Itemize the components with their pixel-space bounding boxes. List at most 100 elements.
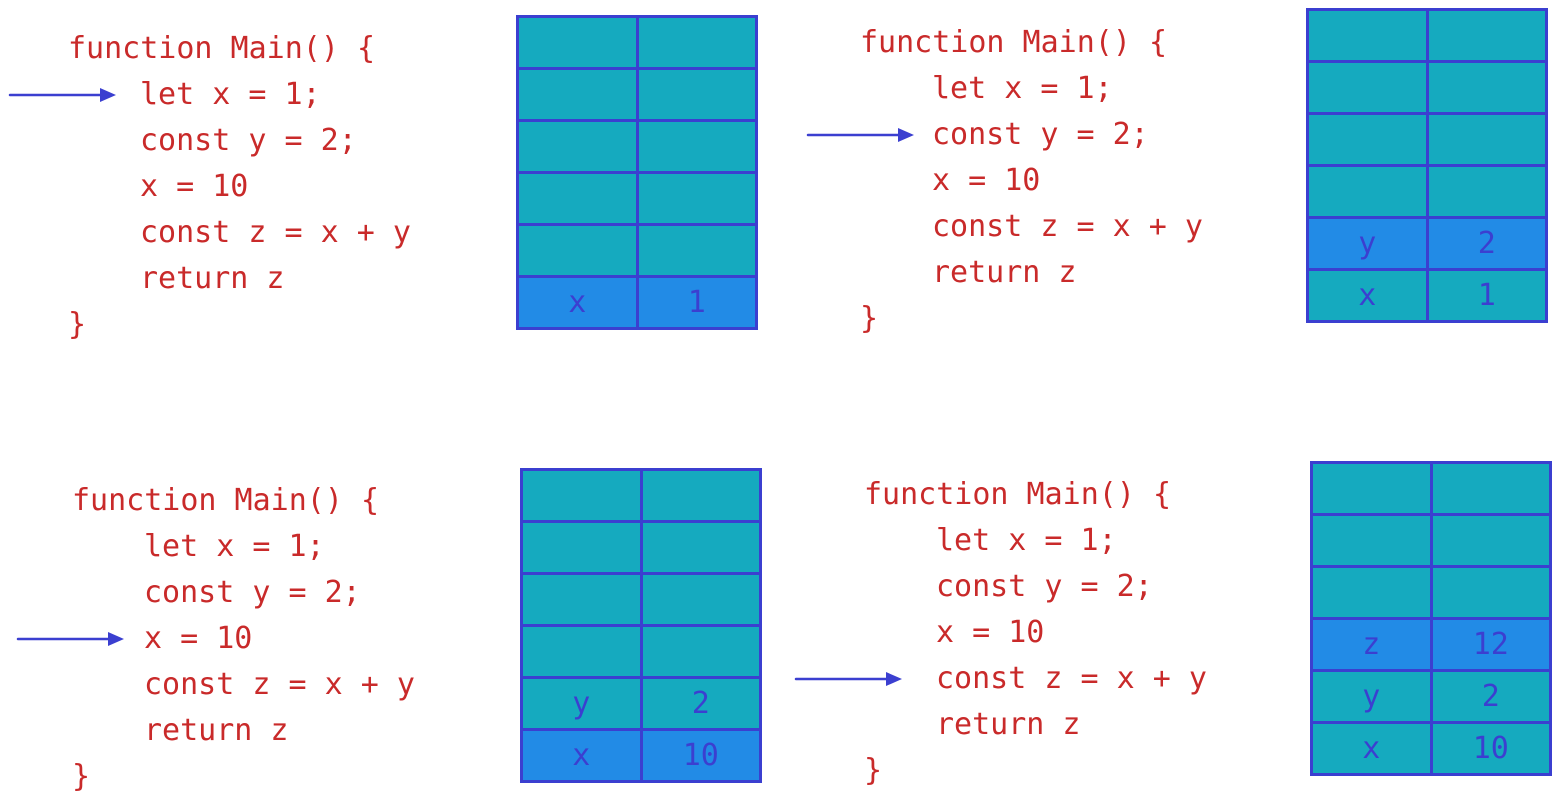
- code-line: function Main() {: [860, 25, 1168, 60]
- stack-row: [519, 67, 755, 119]
- stack-variable-name: [523, 471, 640, 520]
- code-line: return z: [936, 707, 1081, 742]
- execution-pointer-arrow-icon: [8, 85, 118, 105]
- stack-variable-value: [635, 70, 756, 119]
- stack-row: [1309, 11, 1545, 60]
- stack-variable-name: z: [1362, 627, 1381, 662]
- stack-row: [1309, 164, 1545, 216]
- stack-variable-value: [635, 122, 756, 171]
- code-line: let x = 1;: [936, 523, 1117, 558]
- stack-variable-name: [1313, 464, 1430, 513]
- code-line: }: [864, 753, 883, 788]
- memory-stack: y 2 x 10: [520, 468, 762, 783]
- code-line: return z: [144, 713, 289, 748]
- stack-variable-name: [519, 226, 636, 275]
- stack-variable-value: [635, 174, 756, 223]
- code-line: const y = 2;: [140, 123, 357, 158]
- stack-variable-name: y: [572, 686, 591, 721]
- code-line: }: [860, 301, 879, 336]
- stack-variable-name: [519, 174, 636, 223]
- stack-variable-value: [635, 18, 756, 67]
- stack-variable-name: [1309, 115, 1426, 164]
- stack-variable-value: 2: [639, 679, 760, 728]
- stack-variable-name: [1309, 11, 1426, 60]
- stack-row: [1313, 565, 1549, 617]
- stack-row: [523, 520, 759, 572]
- stack-variable-value: [639, 523, 760, 572]
- code-line: function Main() {: [68, 31, 376, 66]
- code-line: const z = x + y: [932, 209, 1203, 244]
- stack-variable-value: [639, 575, 760, 624]
- stack-row: [1309, 112, 1545, 164]
- stack-variable-value: [1425, 167, 1546, 216]
- stack-variable-name: [519, 122, 636, 171]
- stack-row: [1313, 464, 1549, 513]
- memory-stack: z 12 y 2 x 10: [1310, 461, 1552, 776]
- stack-row: [523, 471, 759, 520]
- stack-variable-value: [1425, 115, 1546, 164]
- stack-variable-name: [523, 627, 640, 676]
- stack-variable-name: x: [1358, 278, 1377, 313]
- stack-variable-value: [1429, 516, 1550, 565]
- stack-variable-value: [635, 226, 756, 275]
- code-line: const y = 2;: [144, 575, 361, 610]
- code-line: x = 10: [932, 163, 1041, 198]
- stack-variable-name: y: [1362, 679, 1381, 714]
- code-block: function Main() {let x = 1; const y = 2; x…: [68, 26, 411, 348]
- stack-row: [523, 572, 759, 624]
- code-block: function Main() {let x = 1; const y = 2; x…: [864, 472, 1207, 794]
- code-block: function Main() { let x = 1; const y = 2; x…: [72, 478, 415, 800]
- code-line: function Main() {: [72, 483, 380, 518]
- code-line: function Main() {: [864, 477, 1172, 512]
- code-line: let x = 1;: [144, 529, 325, 564]
- execution-pointer-arrow-icon: [806, 125, 916, 145]
- stack-variable-value: [639, 627, 760, 676]
- code-line: const y = 2;: [936, 569, 1153, 604]
- stack-variable-value: [1429, 568, 1550, 617]
- stack-row: x 10: [1313, 721, 1549, 773]
- stack-variable-value: 10: [639, 731, 760, 780]
- stack-variable-value: [639, 471, 760, 520]
- stack-variable-value: 2: [1425, 219, 1546, 268]
- stack-row: [519, 171, 755, 223]
- code-line: x = 10: [144, 621, 253, 656]
- stack-variable-name: x: [572, 738, 591, 773]
- code-line: const y = 2;: [932, 117, 1149, 152]
- stack-variable-value: 1: [1425, 271, 1546, 320]
- execution-pointer-arrow-icon: [16, 629, 126, 649]
- stack-variable-name: [1313, 568, 1430, 617]
- stack-variable-value: 12: [1429, 620, 1550, 669]
- stack-variable-name: [519, 70, 636, 119]
- code-line: return z: [140, 261, 285, 296]
- code-line: }: [68, 307, 87, 342]
- stack-row: [519, 119, 755, 171]
- code-line: const z = x + y: [140, 215, 411, 250]
- stack-variable-name: [523, 575, 640, 624]
- stack-variable-value: 2: [1429, 672, 1550, 721]
- stack-variable-value: [1425, 11, 1546, 60]
- stack-variable-name: y: [1358, 226, 1377, 261]
- stack-variable-value: [1425, 63, 1546, 112]
- stack-variable-value: [1429, 464, 1550, 513]
- stack-variable-value: 1: [635, 278, 756, 327]
- stack-variable-name: x: [568, 285, 587, 320]
- code-line: const z = x + y: [144, 667, 415, 702]
- stack-variable-name: x: [1362, 731, 1381, 766]
- stack-variable-name: [523, 523, 640, 572]
- execution-pointer-arrow-icon: [794, 669, 904, 689]
- stack-row: [519, 18, 755, 67]
- stack-variable-name: [1309, 167, 1426, 216]
- stack-row: [1313, 513, 1549, 565]
- stack-row: z 12: [1313, 617, 1549, 669]
- code-line: return z: [932, 255, 1077, 290]
- stack-variable-name: [519, 18, 636, 67]
- code-line: }: [72, 759, 91, 794]
- stack-variable-name: [1313, 516, 1430, 565]
- stack-row: x 10: [523, 728, 759, 780]
- code-line: x = 10: [140, 169, 249, 204]
